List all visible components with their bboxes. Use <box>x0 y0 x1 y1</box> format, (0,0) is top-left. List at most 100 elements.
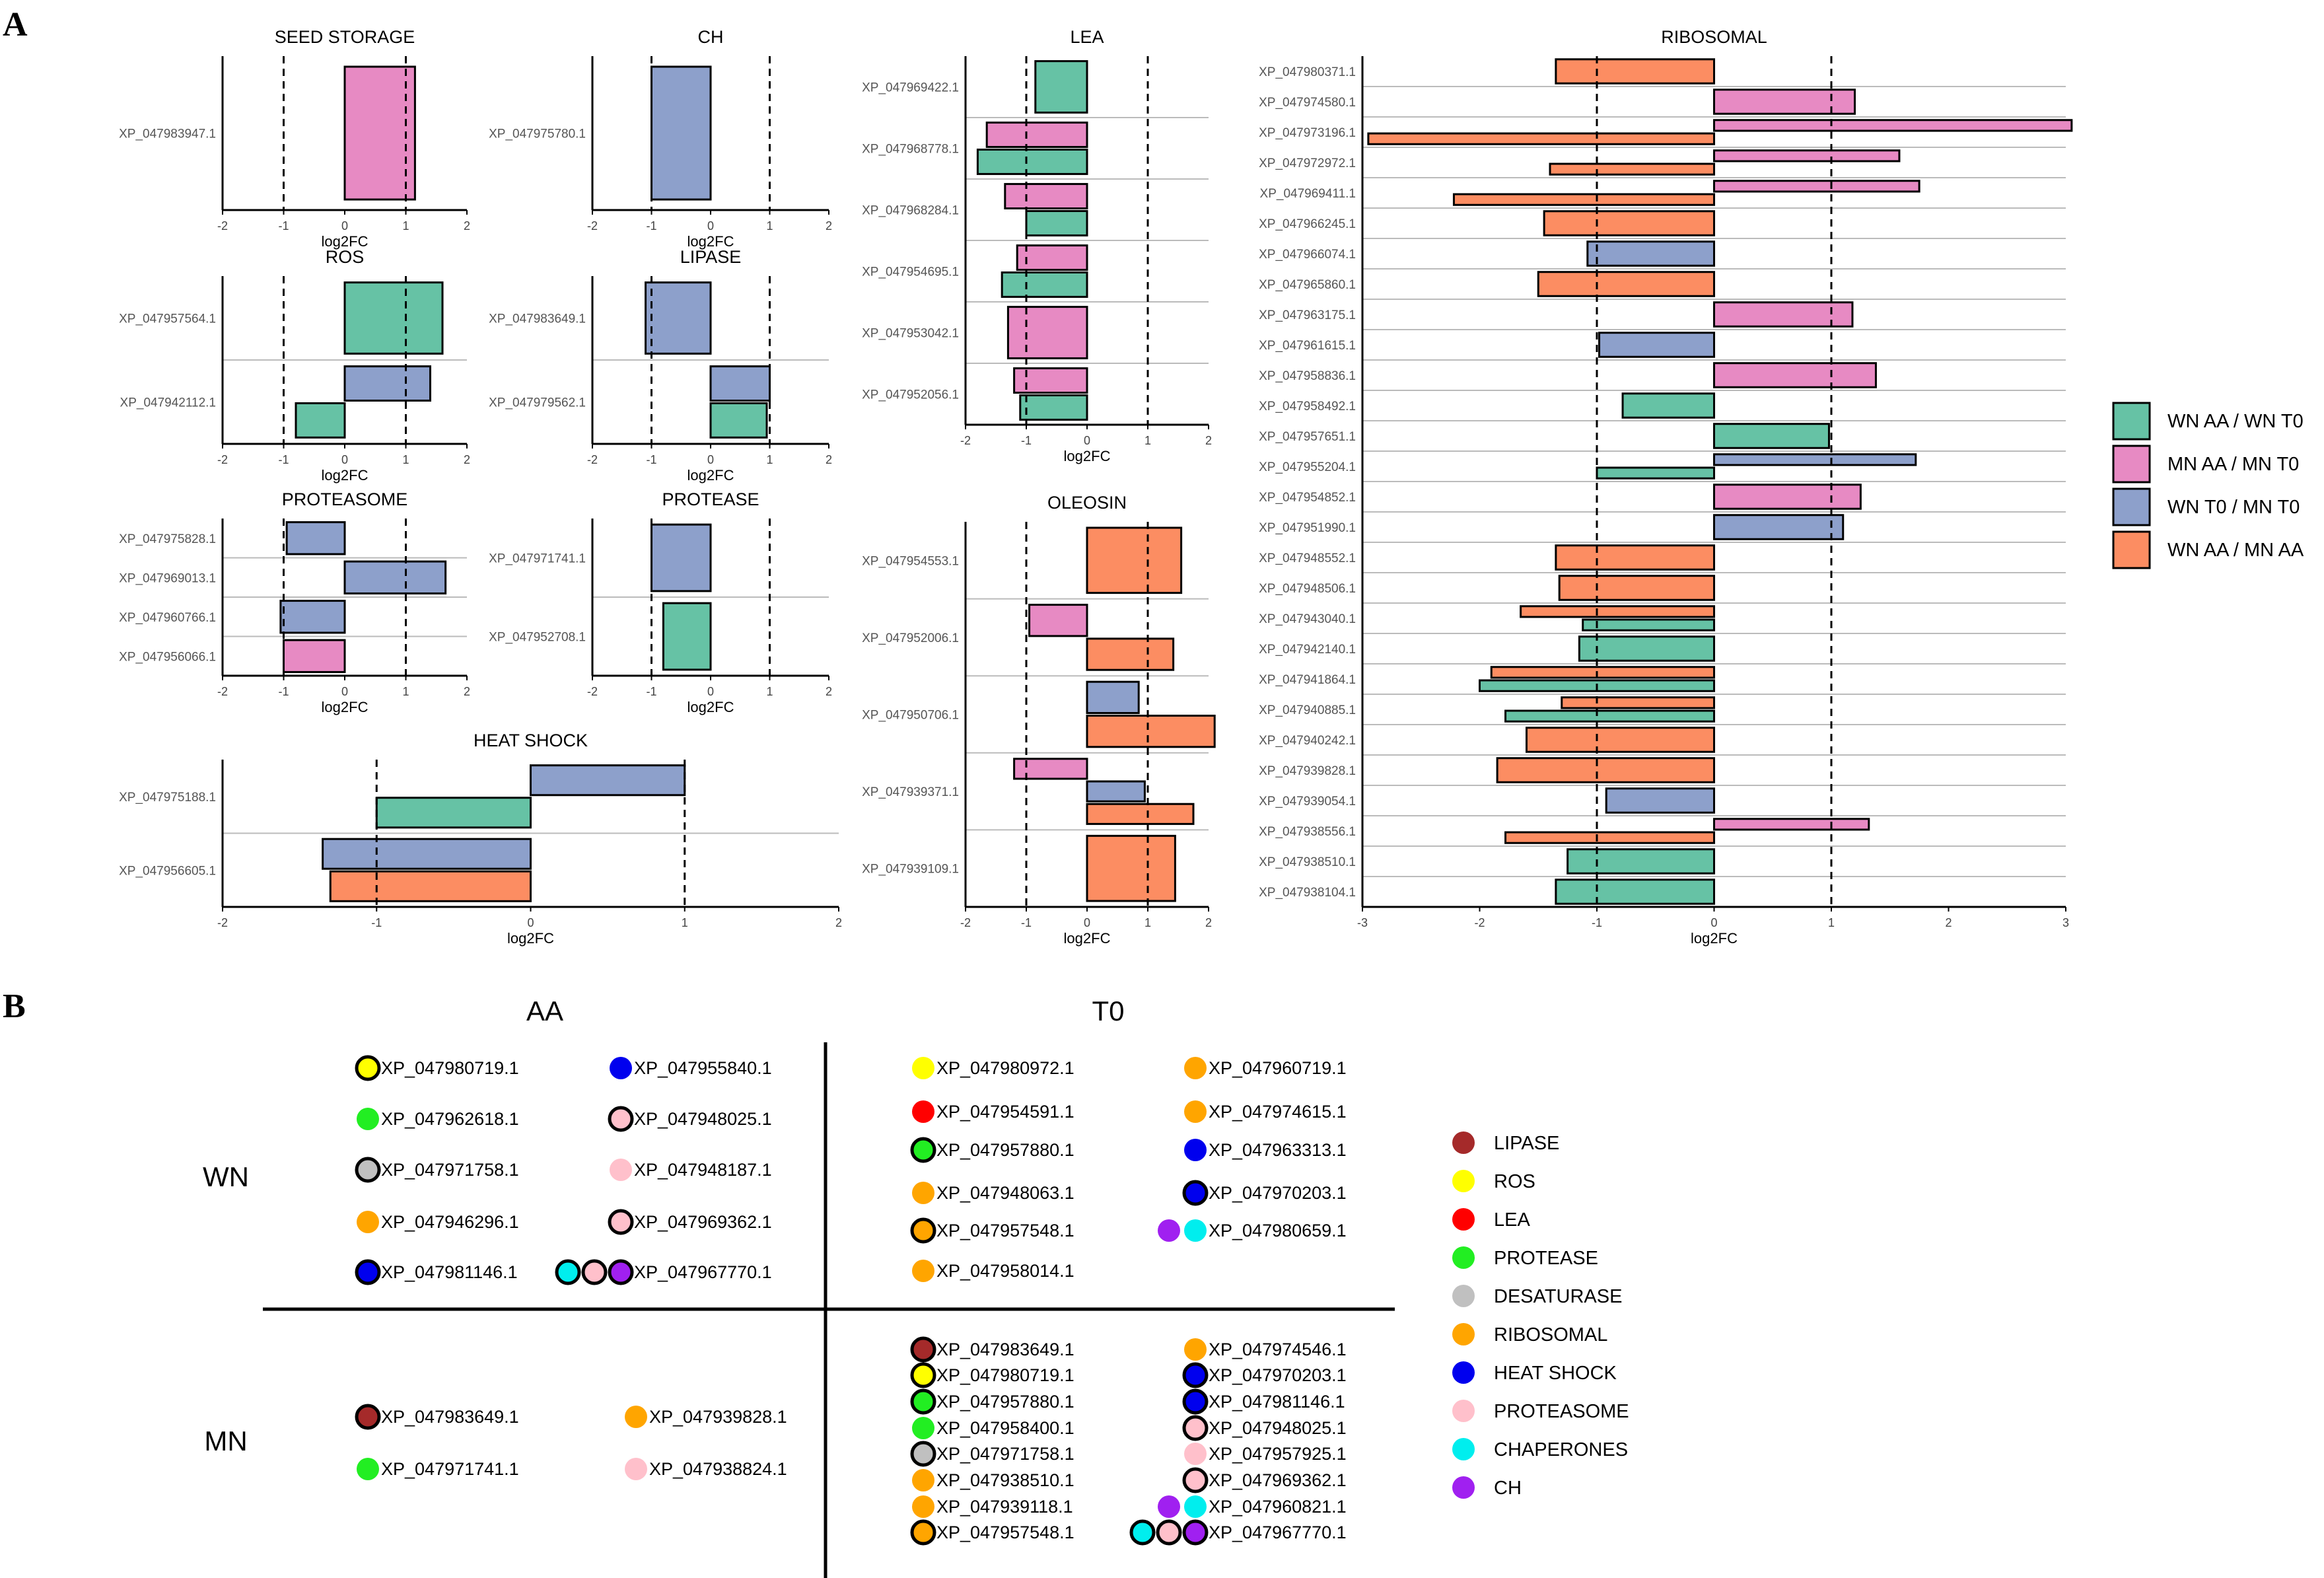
gene-entry: XP_047970203.1 <box>1182 1180 1347 1206</box>
category-dot-ch <box>608 1259 634 1285</box>
category-dot-proteasome <box>625 1458 647 1480</box>
category-dot-ribosomal <box>1184 1100 1207 1123</box>
bar-wn-t0-mn-t0 <box>279 600 346 634</box>
gene-id: XP_047974615.1 <box>1209 1102 1347 1122</box>
bar-wn-aa-wn-t0 <box>1596 466 1715 480</box>
bar-mn-aa-mn-t0 <box>1016 244 1088 271</box>
bar-wn-aa-mn-aa <box>1490 666 1715 679</box>
gene-label: XP_047950706.1 <box>862 709 959 723</box>
gene-label: XP_047965860.1 <box>1259 278 1356 292</box>
category-legend-dot <box>1452 1246 1475 1269</box>
gene-label: XP_047971741.1 <box>489 552 586 566</box>
chart-title: LEA <box>1070 27 1104 47</box>
category-legend-dot <box>1452 1285 1475 1307</box>
bar-wn-aa-mn-aa <box>1086 834 1176 902</box>
gene-label: XP_047966245.1 <box>1259 217 1356 231</box>
category-legend-label: LIPASE <box>1494 1133 1559 1154</box>
gene-id: XP_047958400.1 <box>936 1418 1074 1438</box>
gene-entry: XP_047948063.1 <box>912 1182 1074 1204</box>
gene-entry: XP_047960821.1 <box>1158 1495 1347 1518</box>
chart-seed-storage: XP_047983947.1 -2 -1 0 1 2 SEED STORAGE log2FC <box>119 27 470 250</box>
x-tick-label: 0 <box>341 453 348 466</box>
gene-label: XP_047980371.1 <box>1259 65 1356 79</box>
category-dot-ros <box>910 1362 936 1388</box>
x-axis-title: log2FC <box>322 467 369 484</box>
x-axis-title: log2FC <box>1064 448 1111 464</box>
gene-label: XP_047969411.1 <box>1260 187 1356 201</box>
legend-label: WN T0 / MN T0 <box>2167 497 2300 518</box>
bar-wn-t0-mn-t0 <box>645 281 712 355</box>
x-tick-label: 1 <box>1144 916 1151 929</box>
x-tick-label: -1 <box>371 916 382 929</box>
x-axis-title: log2FC <box>322 699 369 715</box>
x-tick-label: 2 <box>826 219 832 233</box>
gene-entry: XP_047939828.1 <box>625 1406 787 1428</box>
gene-label: XP_047968284.1 <box>862 204 959 218</box>
gene-label: XP_047969422.1 <box>862 81 959 95</box>
x-tick-label: 1 <box>402 219 409 233</box>
bar-wn-aa-mn-aa <box>1504 831 1716 844</box>
bar-wn-aa-mn-aa <box>1496 757 1715 783</box>
x-tick-label: -1 <box>278 685 289 698</box>
gene-id: XP_047948025.1 <box>634 1109 772 1129</box>
x-tick-label: 1 <box>766 219 773 233</box>
x-axis-title: log2FC <box>322 233 369 250</box>
gene-entry: XP_047939118.1 <box>912 1495 1073 1518</box>
bar-wn-aa-mn-aa <box>1555 544 1715 571</box>
gene-label: XP_047983947.1 <box>119 127 216 141</box>
gene-id: XP_047957548.1 <box>936 1523 1074 1542</box>
x-tick-label: -1 <box>646 219 656 233</box>
category-dot-ribosomal <box>910 1217 936 1244</box>
category-legend-dot <box>1452 1400 1475 1422</box>
gene-entry: XP_047948025.1 <box>608 1106 772 1132</box>
gene-id: XP_047960719.1 <box>1209 1058 1347 1078</box>
bar-mn-aa-mn-t0 <box>1713 180 1920 193</box>
bar-wn-t0-mn-t0 <box>709 365 771 402</box>
category-dot-heat-shock <box>610 1057 632 1079</box>
gene-label: XP_047953042.1 <box>862 327 959 341</box>
bar-wn-aa-mn-aa <box>1520 605 1715 618</box>
gene-label: XP_047942112.1 <box>120 396 216 410</box>
gene-entry: XP_047974546.1 <box>1184 1338 1347 1361</box>
bar-mn-aa-mn-t0 <box>343 65 416 201</box>
gene-label: XP_047952056.1 <box>862 388 959 402</box>
x-axis-title: log2FC <box>1691 930 1738 947</box>
bar-mn-aa-mn-t0 <box>1013 758 1088 780</box>
category-legend-dot <box>1452 1208 1475 1231</box>
category-dot-proteasome <box>608 1209 634 1235</box>
gene-label: XP_047954695.1 <box>862 266 959 279</box>
bar-wn-aa-wn-t0 <box>709 402 768 439</box>
gene-id: XP_047957925.1 <box>1209 1444 1347 1464</box>
x-tick-label: -1 <box>1592 916 1602 929</box>
bar-wn-t0-mn-t0 <box>1086 680 1140 715</box>
gene-label: XP_047951990.1 <box>1259 521 1356 535</box>
bar-mn-aa-mn-t0 <box>1713 89 1856 115</box>
gene-entry: XP_047971741.1 <box>357 1458 519 1480</box>
bar-wn-t0-mn-t0 <box>1598 332 1716 358</box>
category-legend-dot <box>1452 1476 1475 1499</box>
bar-wn-t0-mn-t0 <box>343 365 431 402</box>
gene-label: XP_047973196.1 <box>1259 126 1356 140</box>
gene-id: XP_047981146.1 <box>381 1262 518 1282</box>
category-dot-proteasome <box>610 1159 632 1181</box>
bar-wn-aa-wn-t0 <box>1034 60 1088 114</box>
category-dot-chaperones <box>1129 1519 1156 1546</box>
x-tick-label: 2 <box>826 685 832 698</box>
chart-title: SEED STORAGE <box>275 27 415 47</box>
x-tick-label: -3 <box>1357 916 1368 929</box>
gene-entry: XP_047938510.1 <box>912 1469 1074 1491</box>
category-legend-dot <box>1452 1438 1475 1460</box>
gene-id: XP_047967770.1 <box>634 1262 772 1282</box>
bar-wn-aa-wn-t0 <box>343 281 444 355</box>
bar-wn-aa-wn-t0 <box>375 797 532 829</box>
bar-mn-aa-mn-t0 <box>283 639 346 673</box>
category-dot-ribosomal <box>357 1211 379 1233</box>
bar-wn-aa-mn-aa <box>1086 803 1195 825</box>
gene-entry: XP_047969362.1 <box>1182 1467 1347 1493</box>
gene-entry: XP_047963313.1 <box>1184 1139 1347 1161</box>
bar-wn-aa-mn-aa <box>1086 526 1183 594</box>
gene-label: XP_047979562.1 <box>489 396 586 410</box>
gene-label: XP_047952708.1 <box>489 631 586 645</box>
legend-label: MN AA / MN T0 <box>2167 454 2299 475</box>
gene-id: XP_047983649.1 <box>381 1407 519 1427</box>
